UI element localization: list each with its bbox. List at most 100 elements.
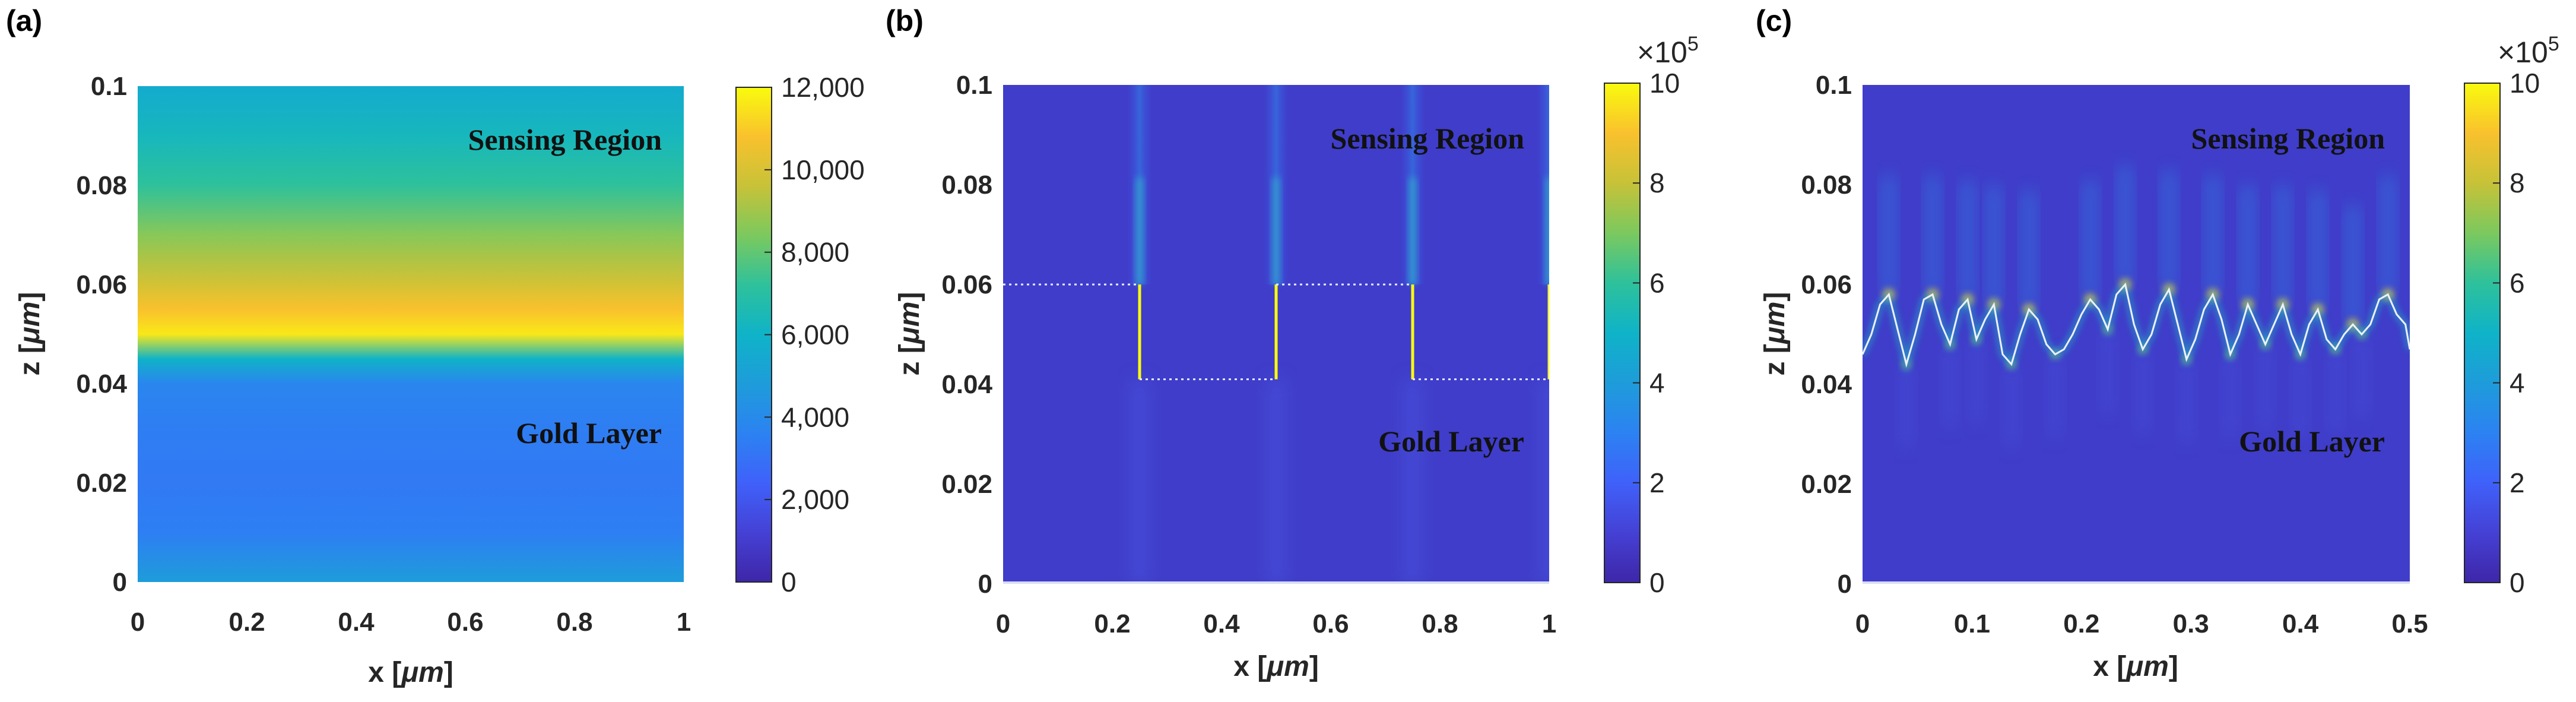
colorbar-tick-label: 0: [2510, 567, 2525, 598]
y-tick-label: 0.1: [1816, 71, 1852, 100]
field-streak: [1883, 175, 1895, 295]
x-tick-label: 0.2: [1094, 609, 1130, 638]
y-tick-label: 0.08: [941, 170, 992, 200]
annotation-gold-layer-a: Gold Layer: [516, 416, 662, 450]
y-axis-label-c: z [μm]: [1759, 292, 1791, 376]
y-tick-label: 0.02: [1801, 470, 1852, 499]
colorbar-tick-label: 6: [2510, 267, 2525, 298]
rough-surface-profile: [1863, 282, 2410, 368]
x-tick-label: 0: [1855, 609, 1870, 638]
field-streak: [1900, 364, 1912, 448]
panel-label-a: (a): [6, 4, 42, 37]
colorbar-c: [2464, 83, 2501, 583]
colorbar-tick-label: 10: [2510, 68, 2540, 99]
annotation-gold-layer-b: Gold Layer: [1378, 425, 1524, 458]
field-streak: [2102, 329, 2114, 413]
field-streak: [2180, 359, 2193, 442]
y-tick-label: 0: [113, 568, 127, 597]
colorbar-tick-label: 2: [2510, 467, 2525, 498]
axis-ticks-b: 0 0.2 0.4 0.6 0.8 1 0 0.02 0.04 0.06 0.08 0.1: [941, 71, 1556, 638]
colorbar-tick-label: 10,000: [781, 154, 865, 185]
field-streak: [1962, 181, 1974, 300]
field-hotspot: [1546, 178, 1549, 284]
annotation-sensing-region-c: Sensing Region: [2191, 122, 2385, 155]
colorbar-tick-label: 0: [781, 567, 797, 597]
field-streak: [2023, 191, 2035, 309]
x-axis-label-b: x [μm]: [1233, 651, 1319, 682]
colorbar-tick-label: 10: [1649, 68, 1680, 99]
field-streak: [1944, 344, 1956, 428]
x-tick-label: 0.8: [556, 608, 592, 637]
field-streak: [2084, 181, 2096, 300]
colorbar-tick-label: 4,000: [781, 401, 849, 432]
colorbar-exponent-b: ×105: [1637, 33, 1699, 69]
field-streak: [2224, 354, 2236, 438]
y-tick-label: 0.1: [91, 72, 127, 101]
panel-label-c: (c): [1756, 4, 1792, 37]
x-tick-label: 0: [131, 608, 145, 637]
colorbar-tick-label: 12,000: [781, 72, 865, 103]
y-tick-label: 0.06: [76, 270, 127, 299]
x-tick-label: 0.4: [1203, 609, 1240, 638]
colorbar-tick-label: 8: [1649, 167, 1665, 198]
colorbar-ticks-a: 0 2,000 4,000 6,000 8,000 10,000 12,000: [764, 72, 865, 597]
y-tick-label: 0.02: [941, 470, 992, 499]
heatmap-a: [138, 86, 684, 582]
colorbar-tick-label: 4: [2510, 368, 2525, 399]
field-streak: [2277, 185, 2289, 305]
field-streak: [2329, 349, 2342, 433]
x-tick-label: 0.4: [2282, 609, 2319, 638]
y-axis-label-a: z [μm]: [14, 292, 46, 376]
colorbar-tick-label: 8: [2510, 167, 2525, 198]
field-streak: [2294, 354, 2307, 438]
x-tick-label: 1: [1542, 609, 1556, 638]
y-tick-label: 0.06: [941, 270, 992, 299]
x-tick-label: 1: [677, 608, 691, 637]
y-tick-label: 0.04: [1801, 370, 1852, 399]
x-tick-label: 0.5: [2391, 609, 2428, 638]
axis-ticks-a: 0 0.2 0.4 0.6 0.8 1 0 0.02 0.04 0.06 0.08 0.1: [76, 72, 691, 637]
field-streak: [2259, 344, 2272, 428]
x-tick-label: 0.1: [1954, 609, 1990, 638]
field-streak: [1927, 175, 1939, 295]
field-streak: [1970, 339, 1982, 423]
x-tick-label: 0.8: [1422, 609, 1458, 638]
field-streak: [2005, 364, 2017, 448]
field-streak: [2119, 166, 2131, 284]
field-streak: [2312, 191, 2324, 309]
x-tick-label: 0.2: [2063, 609, 2099, 638]
x-axis-label-a: x [μm]: [368, 657, 453, 688]
x-tick-label: 0.4: [338, 608, 375, 637]
colorbar-tick-label: 6,000: [781, 320, 849, 350]
field-streak: [2242, 185, 2254, 305]
heatmap-b: [1003, 85, 1549, 584]
x-tick-label: 0: [996, 609, 1010, 638]
colorbar-tick-label: 0: [1649, 567, 1665, 598]
annotation-gold-layer-c: Gold Layer: [2239, 425, 2385, 458]
annotation-sensing-region-b: Sensing Region: [1331, 122, 1525, 155]
x-tick-label: 0.2: [229, 608, 265, 637]
field-streak: [2355, 334, 2368, 418]
y-tick-label: 0.08: [76, 171, 127, 200]
field-hotspot: [1409, 178, 1416, 284]
y-tick-label: 0.02: [76, 469, 127, 498]
y-tick-label: 0.08: [1801, 170, 1852, 200]
x-tick-label: 0.3: [2173, 609, 2209, 638]
field-streak: [2137, 349, 2149, 433]
field-hotspot: [1273, 178, 1280, 284]
field-streak: [1265, 379, 1287, 584]
colorbar-tick-label: 2,000: [781, 484, 849, 515]
x-tick-label: 0.6: [447, 608, 483, 637]
annotation-sensing-region-a: Sensing Region: [468, 123, 662, 156]
y-tick-label: 0: [1838, 570, 1852, 599]
colorbar-ticks-c: 0 2 4 6 8 10: [2493, 68, 2540, 598]
colorbar-tick-label: 8,000: [781, 237, 849, 268]
y-tick-label: 0.06: [1801, 270, 1852, 299]
field-streak: [1129, 379, 1150, 584]
colorbar-ticks-b: 0 2 4 6 8 10: [1633, 68, 1680, 598]
field-streak: [2382, 175, 2394, 295]
y-tick-label: 0.04: [941, 370, 992, 399]
field-streak: [1988, 185, 2000, 305]
panel-a: (a) 0 0.2 0.4 0.6 0.8 1 0 0.02 0.04 0.06 0.08 0.1 S…: [6, 4, 865, 688]
colorbar-exponent-c: ×105: [2498, 33, 2559, 69]
